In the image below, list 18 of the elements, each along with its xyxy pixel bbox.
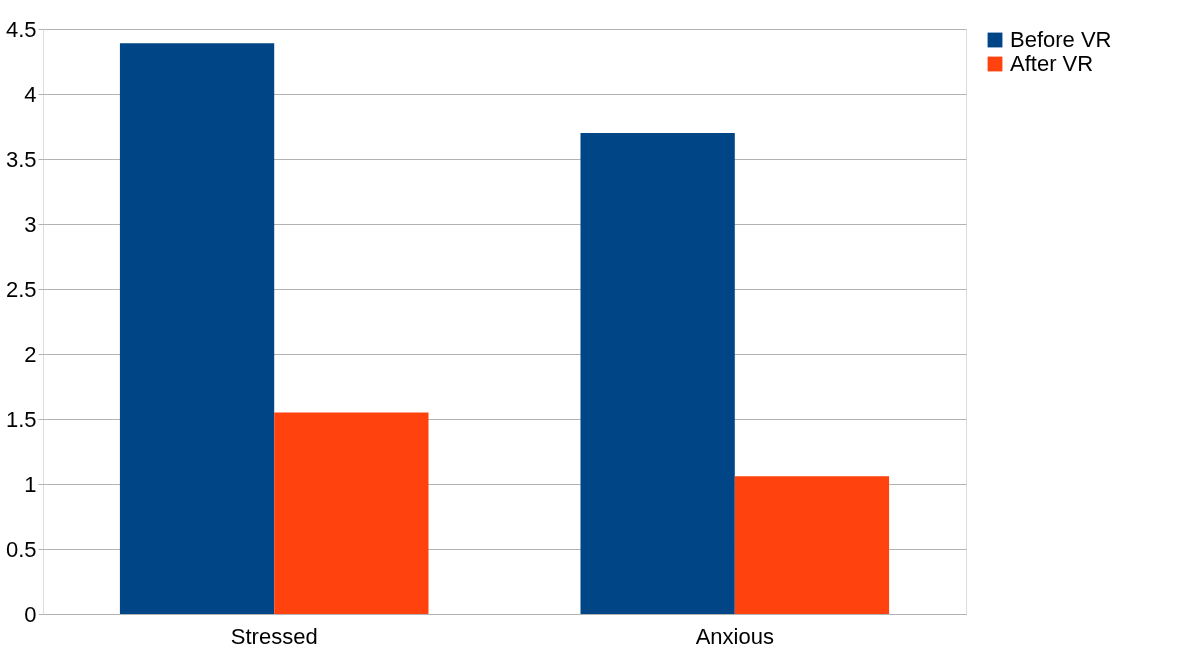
x-tick-label: Stressed <box>230 623 318 649</box>
legend-label: After VR <box>1010 51 1094 76</box>
y-tick-label: 2.5 <box>5 276 37 302</box>
y-tick-label: 3 <box>24 211 37 237</box>
legend-label: Before VR <box>1010 27 1112 52</box>
bar <box>734 476 890 614</box>
y-tick-label: 0 <box>24 601 37 627</box>
y-tick-label: 0.5 <box>5 536 37 562</box>
y-tick-label: 2 <box>24 341 37 367</box>
bar <box>274 412 429 614</box>
bar <box>119 43 275 614</box>
y-tick-label: 4.5 <box>5 16 37 42</box>
bar <box>580 133 735 614</box>
y-tick-label: 1.5 <box>5 406 37 432</box>
y-tick-label: 4 <box>24 81 37 107</box>
x-tick-label: Anxious <box>695 623 774 649</box>
y-tick-label: 1 <box>24 471 37 497</box>
y-tick-label: 3.5 <box>5 146 37 172</box>
